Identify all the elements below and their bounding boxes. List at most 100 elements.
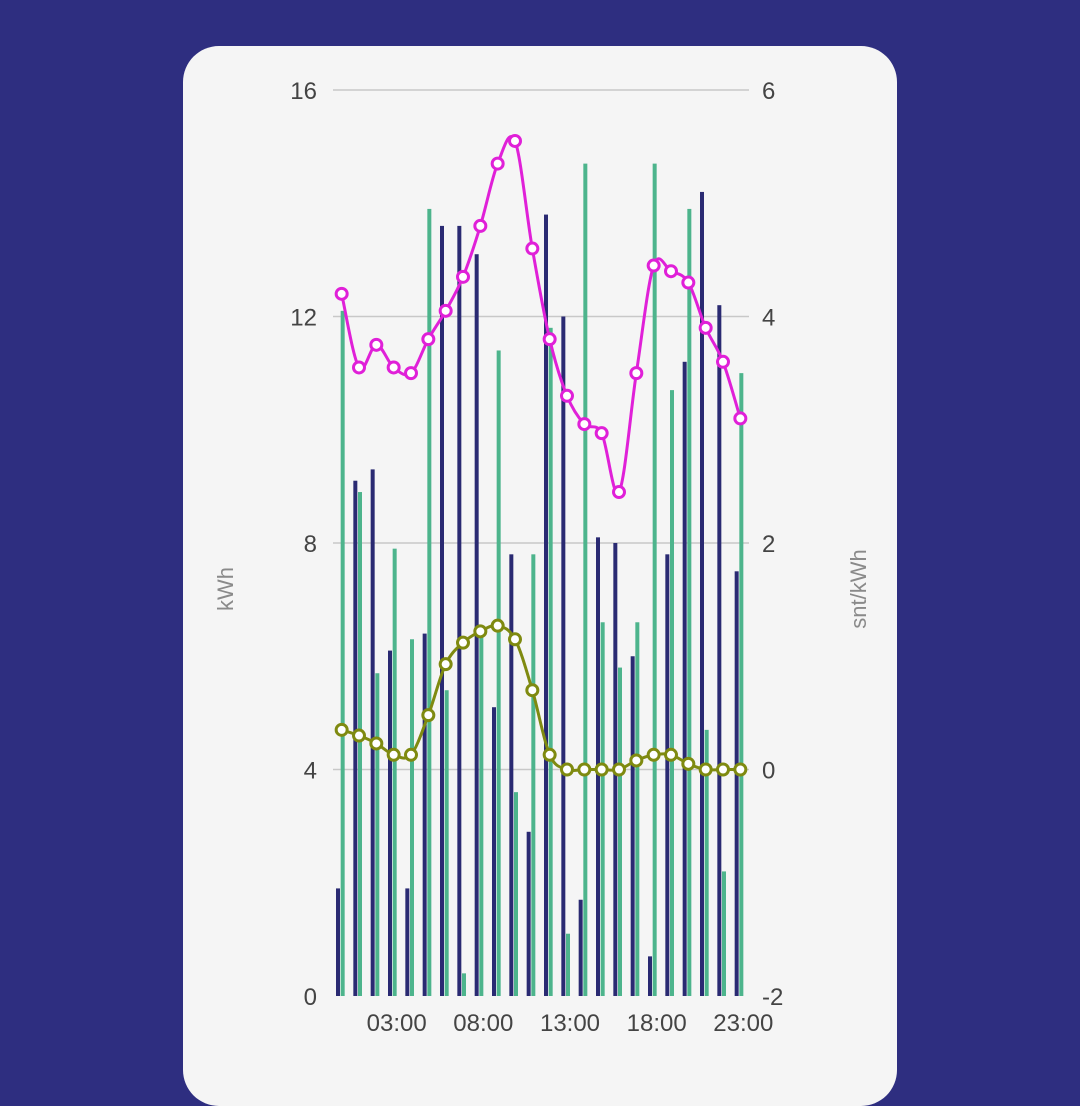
bar — [544, 214, 548, 996]
y-axis-left-label: kWh — [213, 567, 238, 611]
bar — [700, 191, 704, 997]
line-point — [334, 286, 349, 301]
bar — [509, 554, 514, 996]
line-point — [664, 264, 678, 279]
y-tick-left: 12 — [290, 305, 317, 332]
bar — [704, 729, 709, 996]
x-tick: 23:00 — [713, 1010, 773, 1037]
bar — [457, 225, 462, 996]
line-point — [525, 683, 540, 698]
bar — [514, 792, 518, 996]
x-tick: 13:00 — [540, 1010, 600, 1037]
line-point — [664, 747, 678, 762]
bar — [665, 554, 670, 996]
x-tick: 03:00 — [367, 1010, 427, 1037]
y-tick-right: 0 — [762, 758, 775, 785]
bar — [578, 899, 583, 996]
line-point — [577, 417, 592, 432]
line-point — [629, 753, 644, 768]
line-point — [438, 657, 453, 672]
bar — [635, 622, 640, 996]
bar — [526, 831, 531, 996]
line-point — [577, 762, 592, 777]
bar — [630, 656, 635, 996]
line-point — [681, 275, 696, 290]
bar — [427, 208, 432, 997]
line-point — [612, 485, 626, 500]
line-point — [560, 388, 574, 403]
bar — [722, 871, 726, 996]
bar — [682, 361, 687, 996]
bar — [462, 973, 466, 996]
line-point — [733, 762, 748, 777]
bar — [717, 305, 722, 996]
y-tick-left: 16 — [290, 78, 317, 105]
bar — [410, 639, 414, 996]
line-point — [352, 728, 366, 743]
line-point — [490, 618, 505, 633]
gridlines — [333, 89, 749, 771]
line-point — [369, 736, 384, 751]
y-tick-left: 8 — [304, 531, 317, 558]
line-point — [560, 762, 574, 777]
line-point — [456, 635, 470, 650]
line-point — [716, 354, 730, 369]
y-axis-right-label: snt/kWh — [846, 549, 871, 628]
line-point — [629, 366, 644, 381]
bar — [440, 225, 444, 996]
line-point — [473, 218, 488, 233]
x-tick: 18:00 — [627, 1010, 687, 1037]
y-tick-right: 2 — [762, 531, 775, 558]
bar — [388, 650, 392, 996]
bar — [444, 690, 449, 996]
line-point — [421, 332, 436, 347]
bar — [583, 163, 588, 997]
line-point — [421, 708, 436, 723]
line-point — [386, 747, 401, 762]
bar — [531, 554, 536, 996]
bar — [739, 373, 744, 996]
bar — [405, 888, 410, 996]
bar — [336, 888, 340, 996]
bar — [561, 316, 566, 996]
line-point — [456, 269, 470, 284]
line-point — [594, 426, 609, 441]
bar — [340, 310, 345, 996]
line-point — [594, 762, 609, 777]
bar — [548, 327, 553, 996]
line-point — [698, 320, 713, 335]
line-point — [525, 241, 540, 256]
bar — [375, 673, 380, 996]
chart-svg: 0 4 8 12 16 -2 0 2 4 6 03:00 08:00 13:00 18:00 23:00 k… — [213, 78, 871, 1037]
bar — [566, 933, 570, 996]
line-point — [698, 762, 713, 777]
bar — [474, 254, 479, 996]
line-point — [404, 747, 418, 762]
line-point — [508, 632, 522, 647]
bar — [370, 469, 375, 996]
line-point — [386, 360, 401, 375]
lines — [334, 133, 748, 777]
line-point — [438, 303, 453, 318]
bar — [392, 548, 397, 996]
series-line — [341, 623, 741, 773]
bar — [358, 492, 362, 996]
bar — [492, 707, 496, 996]
x-tick: 08:00 — [453, 1010, 513, 1037]
bar — [687, 208, 692, 997]
bar — [600, 622, 605, 996]
chart-card: 0 4 8 12 16 -2 0 2 4 6 03:00 08:00 13:00 18:00 23:00 k… — [183, 46, 897, 1106]
y-tick-right: -2 — [762, 984, 783, 1011]
y-tick-left: 0 — [304, 984, 317, 1011]
line-point — [473, 624, 488, 639]
line-point — [681, 756, 696, 771]
line-point — [369, 337, 384, 352]
line-point — [612, 762, 626, 777]
line-point — [490, 156, 505, 171]
line-point — [646, 258, 661, 273]
bar — [648, 956, 652, 996]
y-tick-right: 6 — [762, 78, 775, 105]
bar — [422, 633, 427, 996]
line-point — [508, 133, 522, 148]
bar — [496, 350, 501, 997]
